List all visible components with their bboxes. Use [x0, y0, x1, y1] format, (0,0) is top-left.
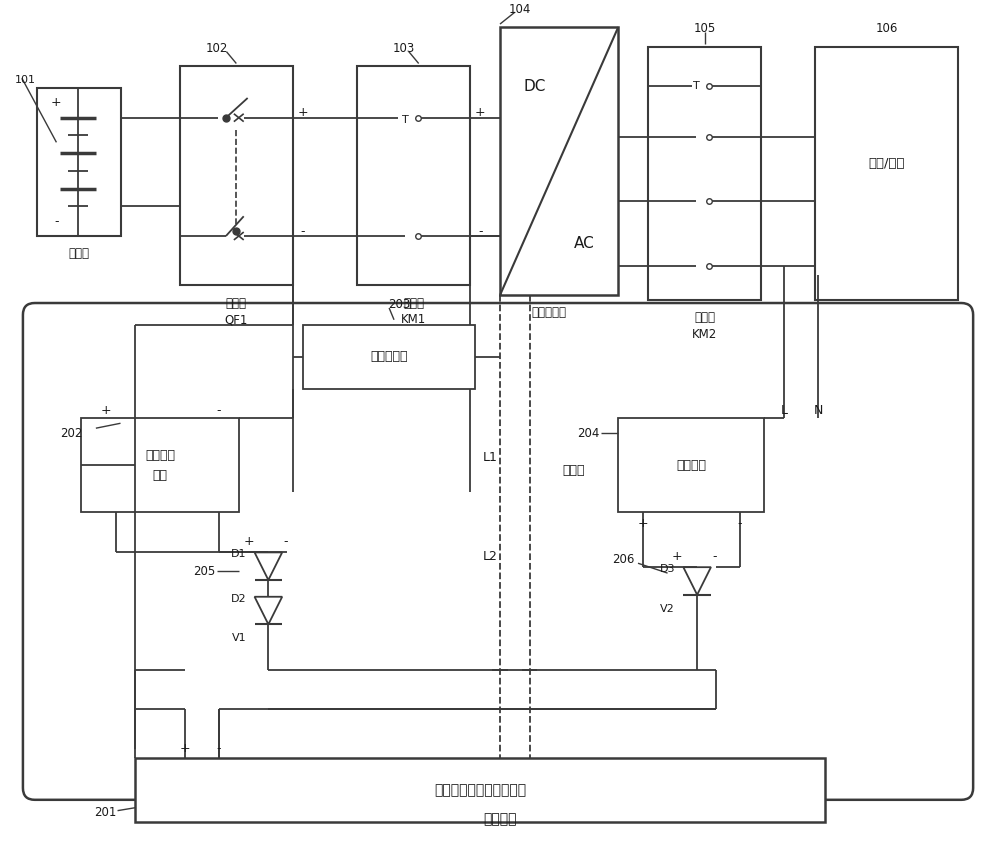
- Bar: [37, 89, 121, 236]
- Text: 变流器主控板和监控屏幕: 变流器主控板和监控屏幕: [434, 783, 526, 797]
- Text: V2: V2: [660, 604, 675, 614]
- Text: 102: 102: [205, 42, 228, 55]
- Text: -: -: [54, 215, 59, 228]
- Text: 控制电: 控制电: [563, 464, 585, 476]
- Text: D2: D2: [231, 593, 247, 604]
- Text: AC: AC: [573, 236, 594, 251]
- Bar: [81, 418, 239, 512]
- Text: 201: 201: [95, 806, 117, 819]
- Text: -: -: [301, 224, 305, 238]
- Text: V1: V1: [231, 633, 246, 643]
- Text: 205: 205: [193, 565, 215, 577]
- Text: -: -: [217, 742, 221, 755]
- Text: 103: 103: [393, 42, 415, 55]
- Text: 105: 105: [693, 23, 716, 35]
- Text: 电网/负载: 电网/负载: [869, 157, 905, 170]
- Text: +: +: [298, 106, 308, 119]
- Text: -: -: [713, 550, 717, 563]
- Text: 储能变流器: 储能变流器: [532, 306, 567, 319]
- Text: 电源: 电源: [152, 469, 167, 481]
- Bar: [648, 46, 761, 300]
- Text: 开关电源: 开关电源: [676, 459, 706, 472]
- Bar: [135, 759, 825, 823]
- Text: L: L: [780, 404, 787, 417]
- Bar: [180, 67, 293, 285]
- Text: +: +: [475, 106, 486, 119]
- Text: -: -: [217, 404, 221, 417]
- Text: L2: L2: [483, 550, 498, 563]
- Text: -: -: [284, 535, 288, 548]
- Text: N: N: [814, 404, 823, 417]
- Text: T: T: [402, 115, 409, 125]
- Bar: [357, 67, 470, 285]
- Text: QF1: QF1: [225, 314, 248, 326]
- Text: +: +: [100, 404, 111, 417]
- Text: 高位取能: 高位取能: [145, 448, 175, 462]
- Bar: [303, 325, 475, 389]
- Text: 202: 202: [60, 427, 82, 440]
- Text: +: +: [179, 742, 190, 755]
- Text: +: +: [638, 518, 648, 530]
- Text: -: -: [478, 224, 483, 238]
- Text: L1: L1: [483, 451, 498, 464]
- Bar: [500, 27, 618, 295]
- Text: 接触器: 接触器: [403, 297, 424, 309]
- Text: T: T: [693, 81, 700, 91]
- Text: 204: 204: [578, 427, 600, 440]
- Text: 104: 104: [509, 3, 531, 16]
- Bar: [815, 46, 958, 300]
- Text: -: -: [737, 518, 742, 530]
- Text: KM2: KM2: [692, 328, 717, 341]
- Text: 小容量开关: 小容量开关: [370, 350, 408, 363]
- Text: +: +: [243, 535, 254, 548]
- Text: 蓄电池: 蓄电池: [68, 247, 89, 260]
- Text: 106: 106: [876, 23, 898, 35]
- Text: +: +: [51, 96, 62, 110]
- Text: D3: D3: [660, 564, 675, 574]
- Text: D1: D1: [231, 550, 247, 560]
- Bar: [618, 418, 764, 512]
- Text: DC: DC: [523, 78, 546, 94]
- Text: KM1: KM1: [401, 314, 426, 326]
- Text: 直流负载: 直流负载: [483, 813, 517, 826]
- Text: 接触器: 接触器: [694, 311, 715, 325]
- Text: 断路器: 断路器: [226, 297, 247, 309]
- Text: 203: 203: [388, 298, 410, 311]
- Text: 101: 101: [14, 75, 35, 85]
- Text: 206: 206: [612, 553, 634, 566]
- FancyBboxPatch shape: [23, 303, 973, 800]
- Text: +: +: [672, 550, 683, 563]
